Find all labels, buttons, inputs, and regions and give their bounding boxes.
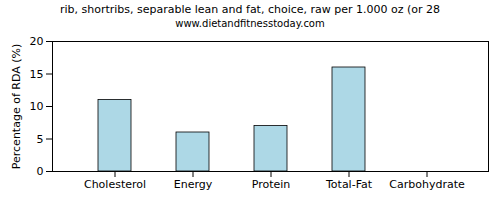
svg-text:Energy: Energy <box>174 178 213 191</box>
html-text:rib, shortribs, separable lean: rib, shortribs, separable lean and fat, … <box>59 3 441 16</box>
svg-text:Total-Fat: Total-Fat <box>325 178 373 191</box>
svg-text:Cholesterol: Cholesterol <box>84 178 146 191</box>
html-text:www.dietandfitnesstoday.com: www.dietandfitnesstoday.com <box>175 18 325 29</box>
svg-text:10: 10 <box>30 100 44 113</box>
svg-text:Protein: Protein <box>252 178 291 191</box>
svg-text:0: 0 <box>37 165 44 178</box>
svg-text:Carbohydrate: Carbohydrate <box>389 178 465 191</box>
svg-text:Percentage of RDA (%): Percentage of RDA (%) <box>10 44 23 169</box>
svg-text:20: 20 <box>30 35 44 48</box>
svg-text:5: 5 <box>37 133 44 146</box>
svg-text:15: 15 <box>30 68 44 81</box>
